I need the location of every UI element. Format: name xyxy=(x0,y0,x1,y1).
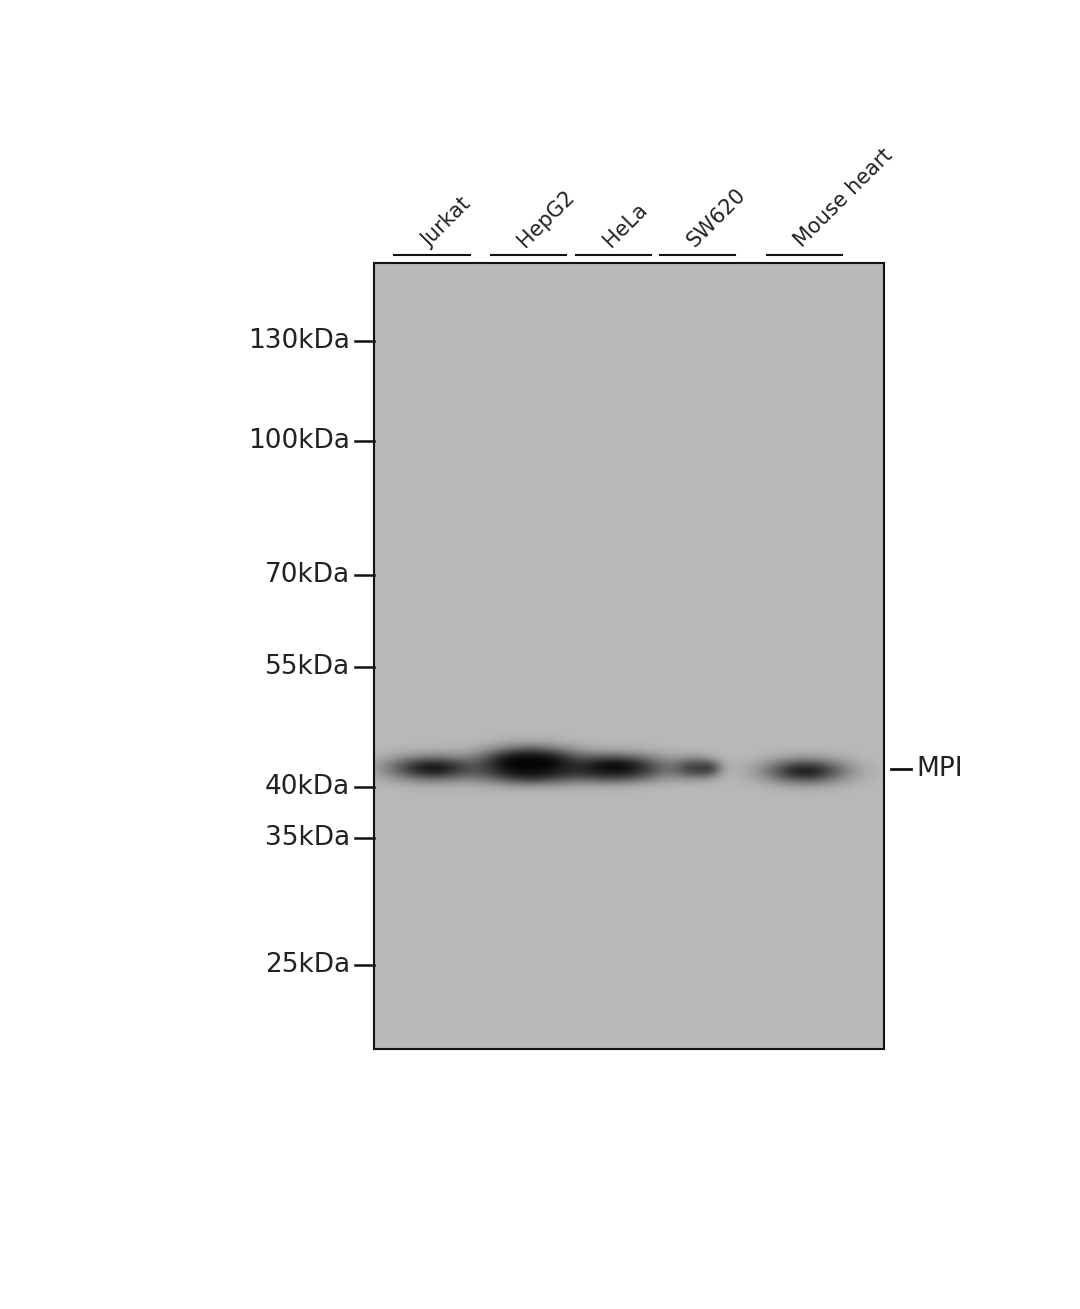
Text: 40kDa: 40kDa xyxy=(265,774,350,800)
Text: Mouse heart: Mouse heart xyxy=(791,145,896,251)
Text: SW620: SW620 xyxy=(684,185,750,251)
Text: 55kDa: 55kDa xyxy=(265,653,350,679)
Text: MPI: MPI xyxy=(916,755,962,781)
Text: HeLa: HeLa xyxy=(599,199,651,251)
Bar xyxy=(374,263,885,1049)
Text: 25kDa: 25kDa xyxy=(265,952,350,978)
Text: 70kDa: 70kDa xyxy=(265,563,350,589)
Text: 100kDa: 100kDa xyxy=(248,428,350,454)
Text: Jurkat: Jurkat xyxy=(418,194,475,251)
Text: 130kDa: 130kDa xyxy=(248,329,350,355)
Text: HepG2: HepG2 xyxy=(514,186,579,251)
Text: 35kDa: 35kDa xyxy=(265,825,350,851)
